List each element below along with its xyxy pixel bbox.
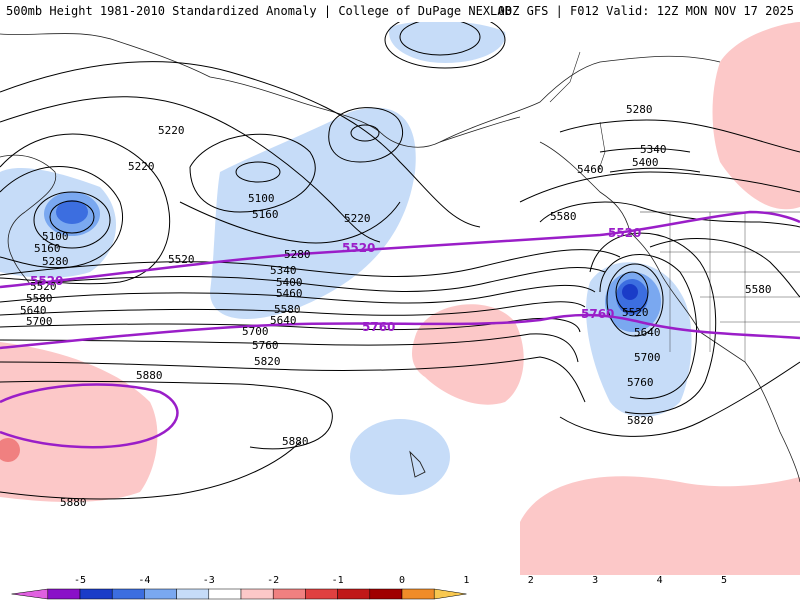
legend-tick-label: -2 [267, 575, 280, 586]
contour-label: 5460 [577, 163, 604, 176]
contour-label: 5400 [276, 276, 303, 289]
anomaly-map: 5220 5220 5100 5160 5280 5520 5100 5160 … [0, 22, 800, 575]
legend-tick-label: 0 [398, 575, 406, 586]
positive-anomaly-region [0, 342, 158, 502]
contour-label: 5640 [634, 326, 661, 339]
anomaly-shading [0, 22, 800, 575]
contour-label: 5160 [34, 242, 61, 255]
legend-swatch [144, 588, 177, 600]
legend-tick-label: -4 [138, 575, 151, 586]
legend-tick-label: -3 [202, 575, 215, 586]
color-legend: -5 -4 -3 -2 -1 0 1 2 3 4 5 [0, 575, 800, 600]
contour-label: 5820 [254, 355, 281, 368]
contour-label: 5280 [284, 248, 311, 261]
contour-label: 5280 [42, 255, 69, 268]
highlight-label: 5520 [342, 241, 375, 255]
contour-label: 5160 [252, 208, 279, 221]
legend-swatch [79, 588, 113, 600]
contour-label: 5220 [128, 160, 155, 173]
legend-swatch [176, 588, 210, 600]
contour-label: 5880 [60, 496, 87, 509]
contour-label: 5580 [26, 292, 53, 305]
contour-label: 5280 [626, 103, 653, 116]
positive-anomaly-region [712, 22, 800, 210]
contour-label: 5580 [745, 283, 772, 296]
legend-swatch [208, 588, 242, 600]
negative-anomaly-core-strong [56, 200, 88, 224]
contour-label: 5700 [242, 325, 269, 338]
negative-anomaly-region [350, 419, 450, 495]
legend-swatch [433, 588, 467, 600]
contour-label: 5700 [26, 315, 53, 328]
contour-label: 5880 [136, 369, 163, 382]
header-bar: 500mb Height 1981-2010 Standardized Anom… [0, 0, 800, 22]
legend-tick-label: 2 [527, 575, 534, 586]
legend-tick-label: -5 [73, 575, 87, 586]
contour-label: 5220 [158, 124, 185, 137]
legend-swatch [401, 588, 435, 600]
legend-tick-label: 4 [656, 575, 663, 586]
legend-swatch [272, 588, 306, 600]
contour-label: 5100 [248, 192, 275, 205]
contour-label: 5640 [20, 304, 47, 317]
legend-tick-label: 5 [720, 575, 728, 586]
legend-swatch [369, 588, 403, 600]
legend-swatch [337, 588, 371, 600]
contour-label: 5760 [627, 376, 654, 389]
highlight-label: 5760 [581, 307, 614, 321]
negative-anomaly-region [210, 107, 416, 319]
contour-label: 5700 [634, 351, 661, 364]
contour-label: 5640 [270, 314, 297, 327]
legend-tick-label: 3 [592, 575, 599, 586]
legend-tick-label: -1 [331, 575, 344, 586]
contour-label: 5340 [270, 264, 297, 277]
legend-swatch [47, 588, 81, 600]
legend-swatch [305, 588, 338, 600]
contour-label: 5520 [168, 253, 195, 266]
contour-label: 5820 [627, 414, 654, 427]
contour-labels: 5220 5220 5100 5160 5280 5520 5100 5160 … [20, 103, 772, 509]
model-run-info: 00Z GFS | F012 Valid: 12Z MON NOV 17 202… [497, 4, 794, 18]
highlight-label: 5520 [30, 274, 63, 288]
legend-color-bar [11, 588, 467, 600]
positive-anomaly-region [520, 476, 800, 575]
legend-swatch [111, 588, 145, 600]
contour-label: 5460 [276, 287, 303, 300]
highlight-labels: 5520 5520 5520 5760 5760 [30, 226, 641, 334]
legend-swatch [11, 588, 49, 600]
highlight-label: 5520 [608, 226, 641, 240]
contour-label: 5220 [344, 212, 371, 225]
contour-label: 5520 [622, 306, 649, 319]
positive-anomaly-core [0, 438, 20, 462]
negative-anomaly-region [389, 22, 506, 63]
legend-labels: -5 -4 -3 -2 -1 0 1 2 3 4 5 [0, 575, 800, 587]
contour-label: 5400 [632, 156, 659, 169]
legend-tick-label: 1 [463, 575, 470, 586]
map-title: 500mb Height 1981-2010 Standardized Anom… [6, 4, 512, 18]
contour-label: 5880 [282, 435, 309, 448]
contour-label: 5760 [252, 339, 279, 352]
contour-label: 5580 [550, 210, 577, 223]
positive-anomaly-region [412, 304, 524, 405]
contour-label: 5580 [274, 303, 301, 316]
coastlines [0, 33, 800, 483]
height-contours [0, 22, 800, 500]
highlight-label: 5760 [362, 320, 395, 334]
contour-label: 5100 [42, 230, 69, 243]
contour-label: 5520 [30, 280, 57, 293]
highlight-contours [0, 210, 800, 449]
negative-anomaly-core-strongest [622, 284, 638, 300]
legend-swatch [240, 588, 274, 600]
contour-label: 5340 [640, 143, 667, 156]
